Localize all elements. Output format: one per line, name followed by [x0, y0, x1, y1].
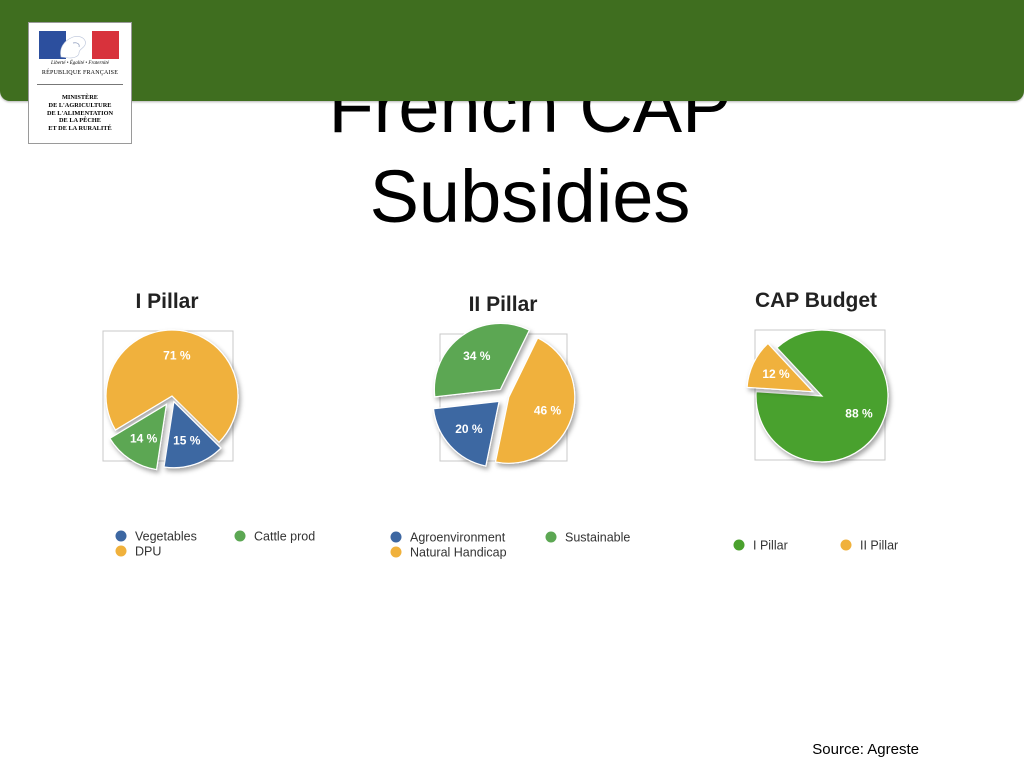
ministry-line: DE L'AGRICULTURE — [48, 101, 112, 109]
ministry-line: DE LA PÊCHE — [59, 117, 101, 125]
source-note: Source: Agreste — [812, 741, 919, 758]
pie-label-vegetables: 15 % — [173, 434, 201, 448]
ministry-line: DE L'ALIMENTATION — [46, 109, 114, 117]
title-line-2: Subsidies — [369, 155, 691, 238]
logo-ministry: MINISTÈRE DE L'AGRICULTURE DE L'ALIMENTA… — [29, 94, 131, 133]
pie-label-natural-handicap: 46 % — [534, 403, 562, 417]
marianne-flag-icon — [39, 31, 119, 59]
pie-slice-sustainable — [433, 322, 531, 398]
pie-label-cattle-prod: 14 % — [130, 431, 158, 445]
chart-cap-budget: CAP Budget 88 % 12 % I Pillar II Pillar — [733, 289, 898, 553]
legend-label-agroenvironment: Agroenvironment — [410, 531, 506, 545]
pie-label-dpu: 71 % — [163, 348, 191, 362]
ministry-line: ET DE LA RURALITÉ — [48, 125, 112, 133]
logo-republic: RÉPUBLIQUE FRANÇAISE — [41, 70, 119, 76]
pie-slice-ii-pillar — [746, 342, 815, 393]
pie-label-i-pillar: 88 % — [845, 407, 873, 421]
chart-ii-pillar: II Pillar 46 % 20 % 34 % Agroenvironment Sust… — [390, 293, 630, 560]
legend-swatch-i-pillar — [733, 539, 745, 551]
legend-swatch-agroenvironment — [390, 531, 402, 543]
legend-label-ii-pillar: II Pillar — [860, 539, 898, 553]
legend-label-i-pillar: I Pillar — [753, 539, 788, 553]
legend-swatch-vegetables — [115, 530, 127, 542]
pie-slice-cattle-prod — [109, 403, 168, 471]
legend-label-cattle-prod: Cattle prod — [254, 530, 315, 544]
pie-slice-natural-handicap — [494, 337, 576, 464]
pie-label-sustainable: 34 % — [463, 349, 491, 363]
pie-slice-vegetables — [163, 400, 222, 469]
legend-label-sustainable: Sustainable — [565, 531, 630, 545]
pie-label-agroenvironment: 20 % — [455, 422, 483, 436]
pie-label-ii-pillar: 12 % — [762, 367, 790, 381]
header-banner — [0, 0, 1024, 101]
pie-slice-i-pillar — [755, 329, 889, 463]
pie-slice-agroenvironment — [432, 400, 500, 467]
legend-label-vegetables: Vegetables — [135, 530, 197, 544]
legend-label-dpu: DPU — [135, 545, 161, 559]
legend-swatch-natural-handicap — [390, 546, 402, 558]
chart-title: II Pillar — [469, 293, 538, 316]
chart-title: I Pillar — [135, 290, 198, 313]
legend-swatch-sustainable — [545, 531, 557, 543]
logo-divider — [37, 84, 123, 85]
chart-i-pillar: I Pillar 71 % 15 % 14 % Vegetables Cattle pro… — [102, 290, 315, 559]
chart-title: CAP Budget — [755, 289, 877, 312]
ministry-line: MINISTÈRE — [61, 94, 99, 101]
legend-swatch-ii-pillar — [840, 539, 852, 551]
ministry-logo: Liberté • Égalité • Fraternité RÉPUBLIQU… — [28, 22, 132, 144]
legend-swatch-dpu — [115, 545, 127, 557]
logo-motto: Liberté • Égalité • Fraternité — [51, 61, 109, 66]
legend-swatch-cattle-prod — [234, 530, 246, 542]
legend-label-natural-handicap: Natural Handicap — [410, 546, 507, 560]
pie-slice-dpu — [105, 329, 239, 444]
